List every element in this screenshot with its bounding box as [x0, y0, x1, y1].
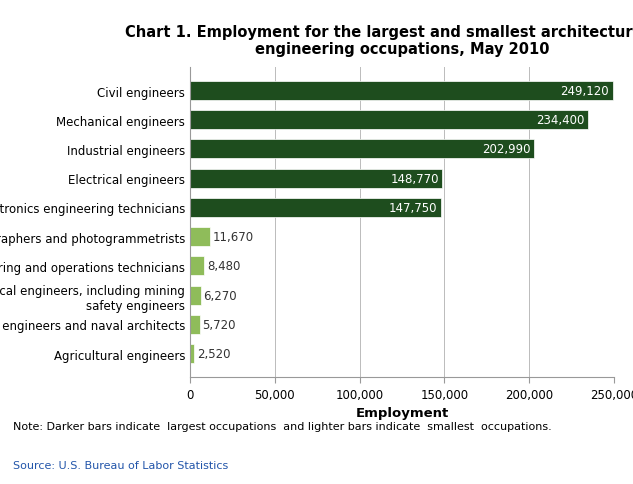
Text: 11,670: 11,670	[212, 231, 253, 244]
Text: 8,480: 8,480	[207, 260, 240, 273]
Text: 6,270: 6,270	[203, 289, 237, 302]
Bar	[190, 257, 204, 276]
Bar	[190, 82, 613, 101]
Text: 148,770: 148,770	[391, 172, 439, 185]
Text: 5,720: 5,720	[202, 318, 235, 331]
Bar	[190, 315, 199, 334]
Bar	[190, 140, 534, 159]
Text: Note: Darker bars indicate  largest occupations  and lighter bars indicate  smal: Note: Darker bars indicate largest occup…	[13, 421, 551, 431]
Bar	[190, 169, 442, 188]
Text: 202,990: 202,990	[482, 143, 531, 156]
Bar	[190, 111, 587, 130]
Text: 249,120: 249,120	[560, 85, 609, 98]
Bar	[190, 286, 201, 305]
Bar	[190, 345, 194, 363]
Text: Source: U.S. Bureau of Labor Statistics: Source: U.S. Bureau of Labor Statistics	[13, 460, 228, 470]
Bar	[190, 198, 441, 217]
Text: 2,520: 2,520	[197, 348, 230, 361]
Text: 234,400: 234,400	[536, 114, 584, 127]
Title: Chart 1. Employment for the largest and smallest architecture and
engineering oc: Chart 1. Employment for the largest and …	[125, 25, 633, 57]
X-axis label: Employment: Employment	[355, 407, 449, 420]
Text: 147,750: 147,750	[389, 201, 437, 214]
Bar	[190, 228, 210, 247]
